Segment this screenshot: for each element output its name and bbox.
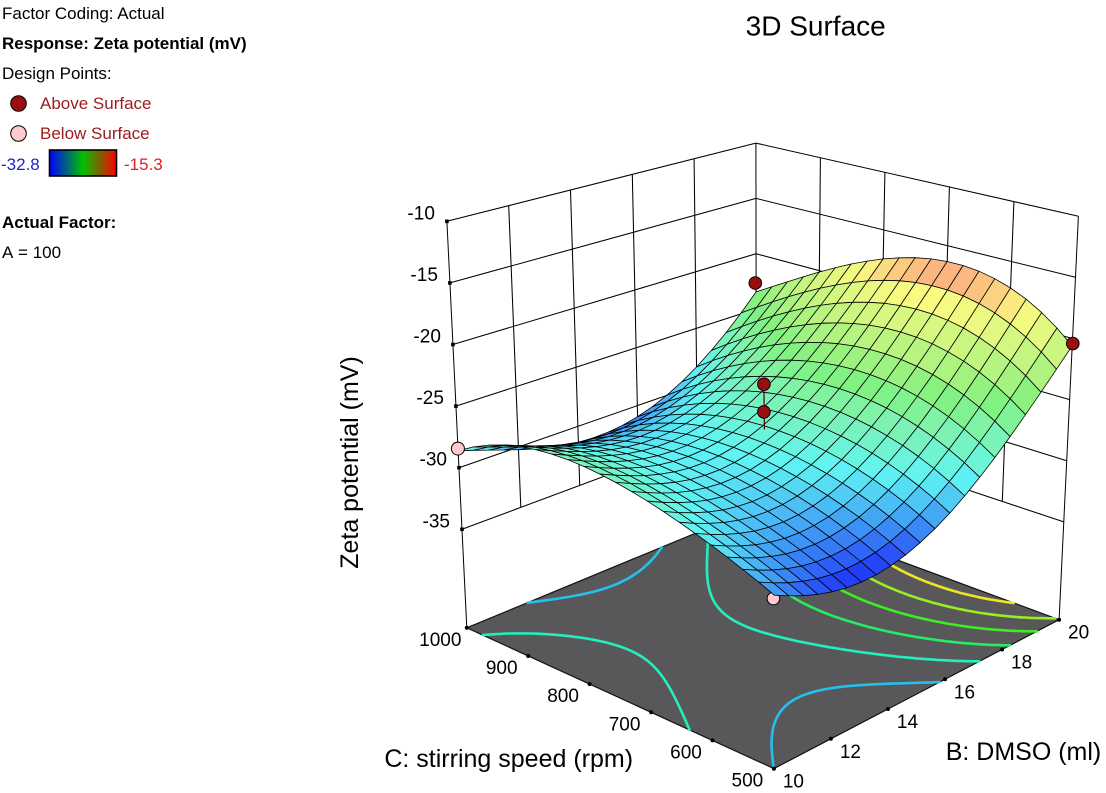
svg-text:18: 18 bbox=[1011, 653, 1032, 674]
svg-text:Zeta potential (mV): Zeta potential (mV) bbox=[336, 356, 364, 569]
svg-text:20: 20 bbox=[1068, 623, 1089, 644]
svg-text:-10: -10 bbox=[407, 203, 434, 224]
svg-text:-35: -35 bbox=[423, 511, 450, 532]
svg-text:A = 100: A = 100 bbox=[2, 243, 61, 262]
svg-text:-15: -15 bbox=[410, 265, 437, 286]
svg-text:-15.3: -15.3 bbox=[124, 155, 163, 174]
svg-text:1000: 1000 bbox=[419, 630, 461, 651]
svg-text:-30: -30 bbox=[420, 450, 447, 471]
svg-text:Factor Coding: Actual: Factor Coding: Actual bbox=[2, 4, 165, 23]
svg-text:-32.8: -32.8 bbox=[1, 155, 40, 174]
svg-text:Actual Factor:: Actual Factor: bbox=[2, 213, 116, 232]
svg-text:16: 16 bbox=[954, 682, 975, 703]
svg-text:10: 10 bbox=[783, 772, 804, 793]
svg-text:-25: -25 bbox=[416, 388, 443, 409]
svg-text:3D Surface: 3D Surface bbox=[746, 11, 886, 42]
svg-text:-20: -20 bbox=[413, 327, 440, 348]
svg-text:700: 700 bbox=[609, 714, 641, 735]
svg-text:B: DMSO (ml): B: DMSO (ml) bbox=[946, 738, 1102, 766]
svg-text:12: 12 bbox=[840, 742, 861, 763]
svg-text:800: 800 bbox=[547, 686, 579, 707]
svg-text:C: stirring speed (rpm): C: stirring speed (rpm) bbox=[384, 745, 633, 773]
svg-text:14: 14 bbox=[897, 712, 919, 733]
svg-text:Response: Zeta potential (mV): Response: Zeta potential (mV) bbox=[2, 34, 247, 53]
svg-text:600: 600 bbox=[670, 742, 702, 763]
svg-text:Below Surface: Below Surface bbox=[40, 124, 150, 143]
svg-text:Above Surface: Above Surface bbox=[40, 94, 152, 113]
svg-text:900: 900 bbox=[486, 658, 518, 679]
svg-text:500: 500 bbox=[732, 771, 764, 792]
svg-text:Design Points:: Design Points: bbox=[2, 64, 112, 83]
